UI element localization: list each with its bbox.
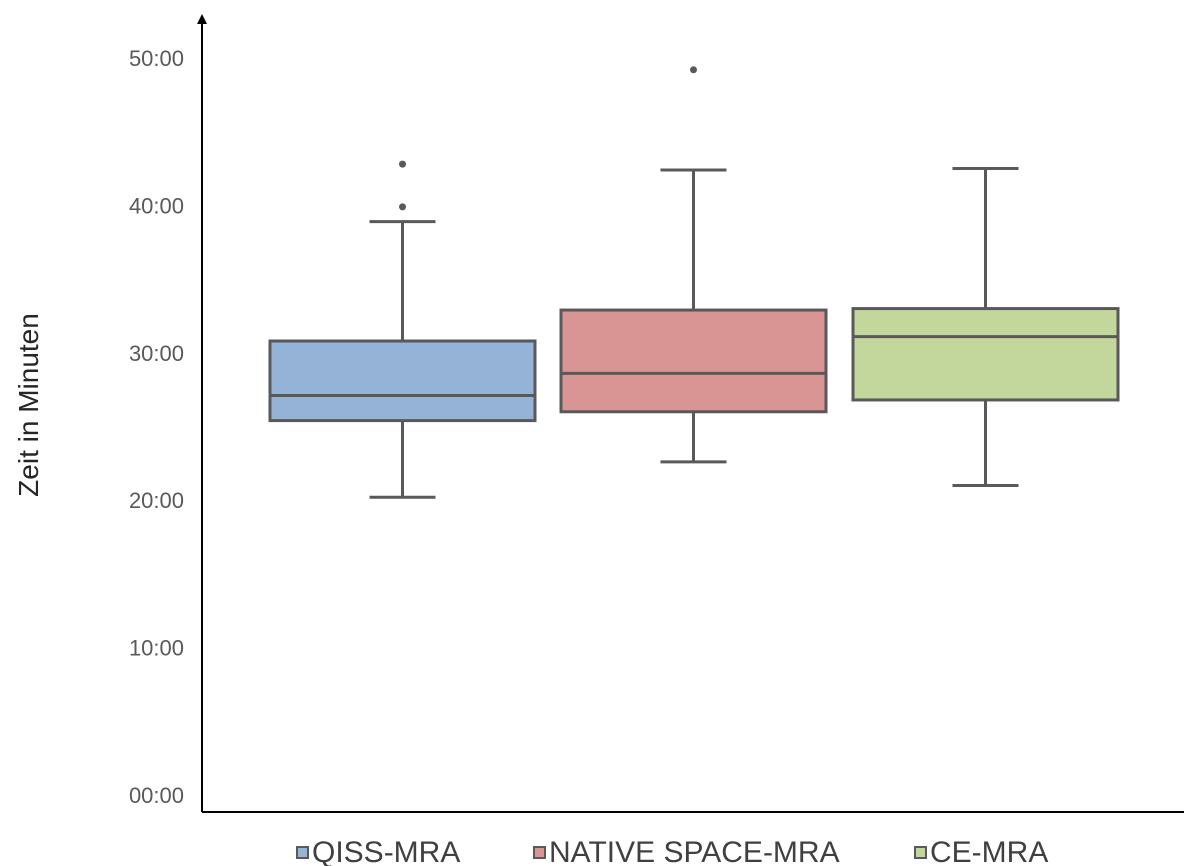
legend-label: NATIVE SPACE-MRA bbox=[549, 836, 840, 866]
legend-swatch bbox=[914, 846, 927, 859]
legend-label: CE-MRA bbox=[930, 836, 1048, 866]
legend-swatch bbox=[296, 846, 309, 859]
legend-label: QISS-MRA bbox=[312, 836, 460, 866]
y-axis-arrow bbox=[197, 14, 207, 24]
y-tick-label: 30:00 bbox=[129, 341, 184, 366]
box-native-space-mra bbox=[559, 66, 828, 464]
axes bbox=[197, 14, 1184, 813]
legend: QISS-MRA NATIVE SPACE-MRA CE-MRA bbox=[296, 836, 1048, 866]
outlier-point bbox=[399, 203, 406, 211]
y-tick-label: 50:00 bbox=[129, 46, 184, 71]
iqr-box bbox=[268, 339, 537, 423]
y-tick-label: 10:00 bbox=[129, 636, 184, 661]
outlier-point bbox=[690, 66, 697, 74]
y-axis-label: Zeit in Minuten bbox=[13, 313, 44, 497]
box-series bbox=[268, 66, 1120, 499]
y-tick-label: 00:00 bbox=[129, 783, 184, 808]
y-tick-label: 40:00 bbox=[129, 193, 184, 218]
box-ce-mra bbox=[851, 167, 1120, 487]
y-tick-labels: 00:00 10:00 20:00 30:00 40:00 50:00 bbox=[129, 46, 184, 808]
iqr-box bbox=[851, 307, 1120, 402]
iqr-box bbox=[559, 308, 828, 414]
box-qiss-mra bbox=[268, 160, 537, 499]
outlier-point bbox=[399, 160, 406, 168]
legend-swatch bbox=[533, 846, 546, 859]
y-tick-label: 20:00 bbox=[129, 488, 184, 513]
